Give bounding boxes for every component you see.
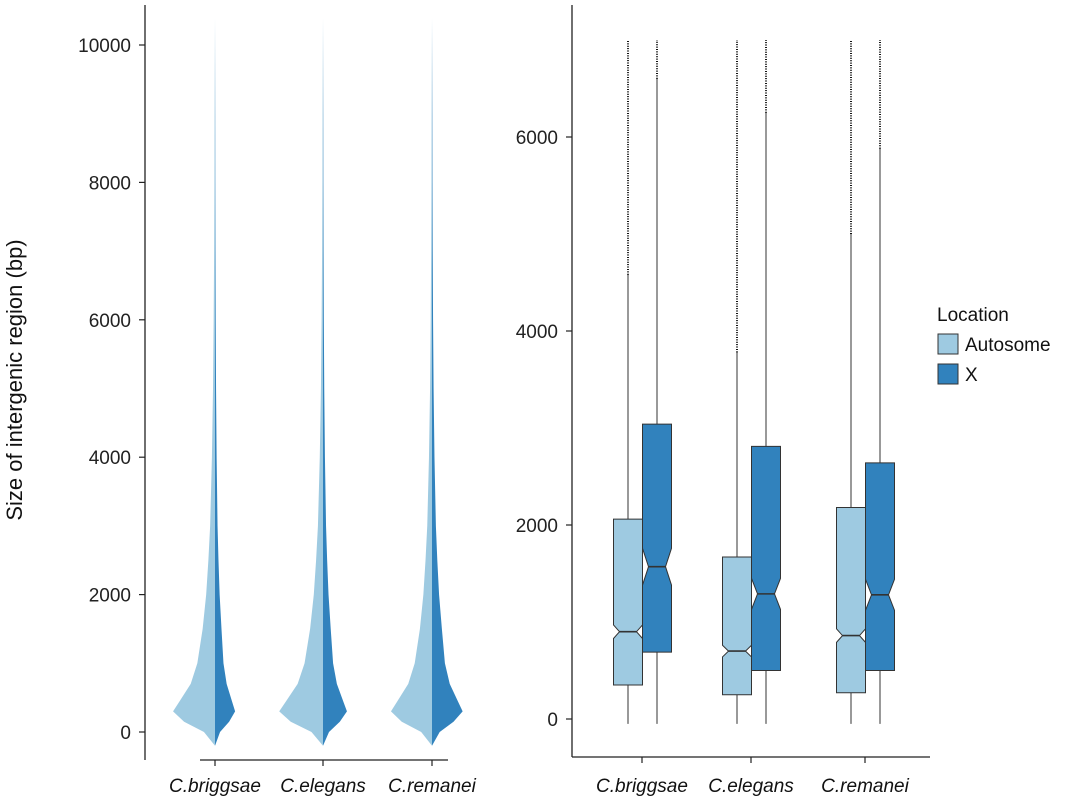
violin-half-autosome-c-remanei bbox=[390, 17, 432, 746]
legend-label-autosome: Autosome bbox=[965, 335, 1051, 356]
boxplot-x-tick-label: C.elegans bbox=[708, 776, 794, 797]
legend-title: Location bbox=[937, 305, 1009, 326]
violin-y-tick-label: 0 bbox=[120, 723, 131, 744]
box-x-c-elegans bbox=[751, 445, 781, 671]
boxplot-x-tick-label: C.remanei bbox=[821, 776, 909, 797]
violin-x-tick-label: C.remanei bbox=[388, 776, 476, 797]
boxplot-y-tick-label: 2000 bbox=[516, 516, 558, 537]
violin-x-tick-label: C.briggsae bbox=[169, 776, 261, 797]
violin-half-x-c-remanei bbox=[432, 17, 463, 746]
violin-x-tick-label: C.elegans bbox=[280, 776, 366, 797]
box-x-c-briggsae bbox=[642, 423, 672, 653]
boxplot-y-tick-label: 4000 bbox=[516, 322, 558, 343]
violin-y-tick-label: 4000 bbox=[89, 448, 131, 469]
box-autosome-c-remanei bbox=[836, 507, 866, 694]
legend-label-x: X bbox=[965, 365, 978, 386]
boxplot-y-tick-label: 6000 bbox=[516, 128, 558, 149]
violin-y-tick-label: 8000 bbox=[89, 173, 131, 194]
violin-panel: 0 2000 4000 6000 8000 10000 C.briggsae C.elegan… bbox=[78, 5, 477, 797]
violin-y-tick-label: 10000 bbox=[78, 36, 131, 57]
legend-swatch-x bbox=[937, 363, 959, 385]
boxplot-y-tick-label: 0 bbox=[547, 710, 558, 731]
violin-half-x-c-elegans bbox=[323, 17, 347, 746]
legend: Location Autosome X bbox=[937, 305, 1051, 386]
y-axis-title: Size of intergenic region (bp) bbox=[2, 239, 27, 520]
boxplot-panel: 0 2000 4000 6000 C.briggsae C.elegans C.remane… bbox=[516, 5, 930, 797]
violin-y-tick-label: 6000 bbox=[89, 311, 131, 332]
box-autosome-c-elegans bbox=[722, 556, 752, 696]
boxplot-x-tick-label: C.briggsae bbox=[596, 776, 688, 797]
legend-swatch-autosome bbox=[937, 333, 959, 355]
violin-half-autosome-c-elegans bbox=[279, 17, 323, 746]
violin-half-autosome-c-briggsae bbox=[173, 17, 215, 746]
violin-y-tick-label: 2000 bbox=[89, 586, 131, 607]
box-x-c-remanei bbox=[865, 462, 895, 671]
violin-half-x-c-briggsae bbox=[215, 17, 236, 746]
box-autosome-c-briggsae bbox=[613, 518, 643, 686]
